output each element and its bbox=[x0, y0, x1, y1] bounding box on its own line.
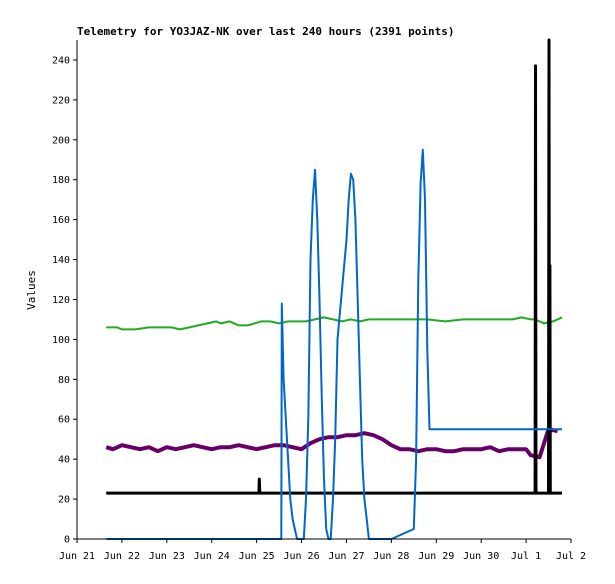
y-tick-label: 160 bbox=[52, 215, 70, 226]
x-tick-label: Jun 25 bbox=[239, 551, 275, 562]
y-tick-label: 180 bbox=[52, 175, 70, 186]
x-tick-label: Jun 24 bbox=[194, 551, 230, 562]
x-tick-label: Jun 30 bbox=[463, 551, 499, 562]
axes-group bbox=[76, 40, 571, 540]
y-tick-label: 80 bbox=[58, 375, 70, 386]
x-tick-label: Jun 21 bbox=[59, 551, 95, 562]
series-line-1 bbox=[106, 316, 563, 331]
chart-title: Telemetry for YO3JAZ-NK over last 240 ho… bbox=[77, 25, 455, 38]
series-line-4 bbox=[106, 148, 562, 540]
y-tick-label: 120 bbox=[52, 295, 70, 306]
x-tick-label: Jun 22 bbox=[104, 551, 140, 562]
y-tick-label: 20 bbox=[58, 495, 70, 506]
x-tick-label: Jun 29 bbox=[418, 551, 454, 562]
series-line-2 bbox=[105, 427, 558, 460]
y-tick-label: 40 bbox=[58, 455, 70, 466]
series-group bbox=[105, 38, 563, 540]
y-tick-label: 0 bbox=[64, 535, 70, 546]
x-tick-label: Jun 23 bbox=[149, 551, 185, 562]
y-tick-label: 140 bbox=[52, 255, 70, 266]
y-tick-label: 240 bbox=[52, 55, 70, 66]
x-tick-label: Jun 26 bbox=[283, 551, 319, 562]
y-tick-label: 200 bbox=[52, 135, 70, 146]
y-tick-label: 220 bbox=[52, 95, 70, 106]
x-tick-label: Jul 1 bbox=[511, 551, 541, 562]
tick-group: 0 20 40 60 80 100 120 140 160 180 200 220 240 Jun 21 J… bbox=[52, 55, 586, 562]
x-tick-label: Jul 2 bbox=[556, 551, 586, 562]
x-tick-label: Jun 27 bbox=[328, 551, 364, 562]
x-tick-label: Jun 28 bbox=[373, 551, 409, 562]
series-line-3 bbox=[106, 38, 562, 495]
y-tick-label: 100 bbox=[52, 335, 70, 346]
y-tick-label: 60 bbox=[58, 415, 70, 426]
y-axis-label: Values bbox=[25, 270, 38, 310]
